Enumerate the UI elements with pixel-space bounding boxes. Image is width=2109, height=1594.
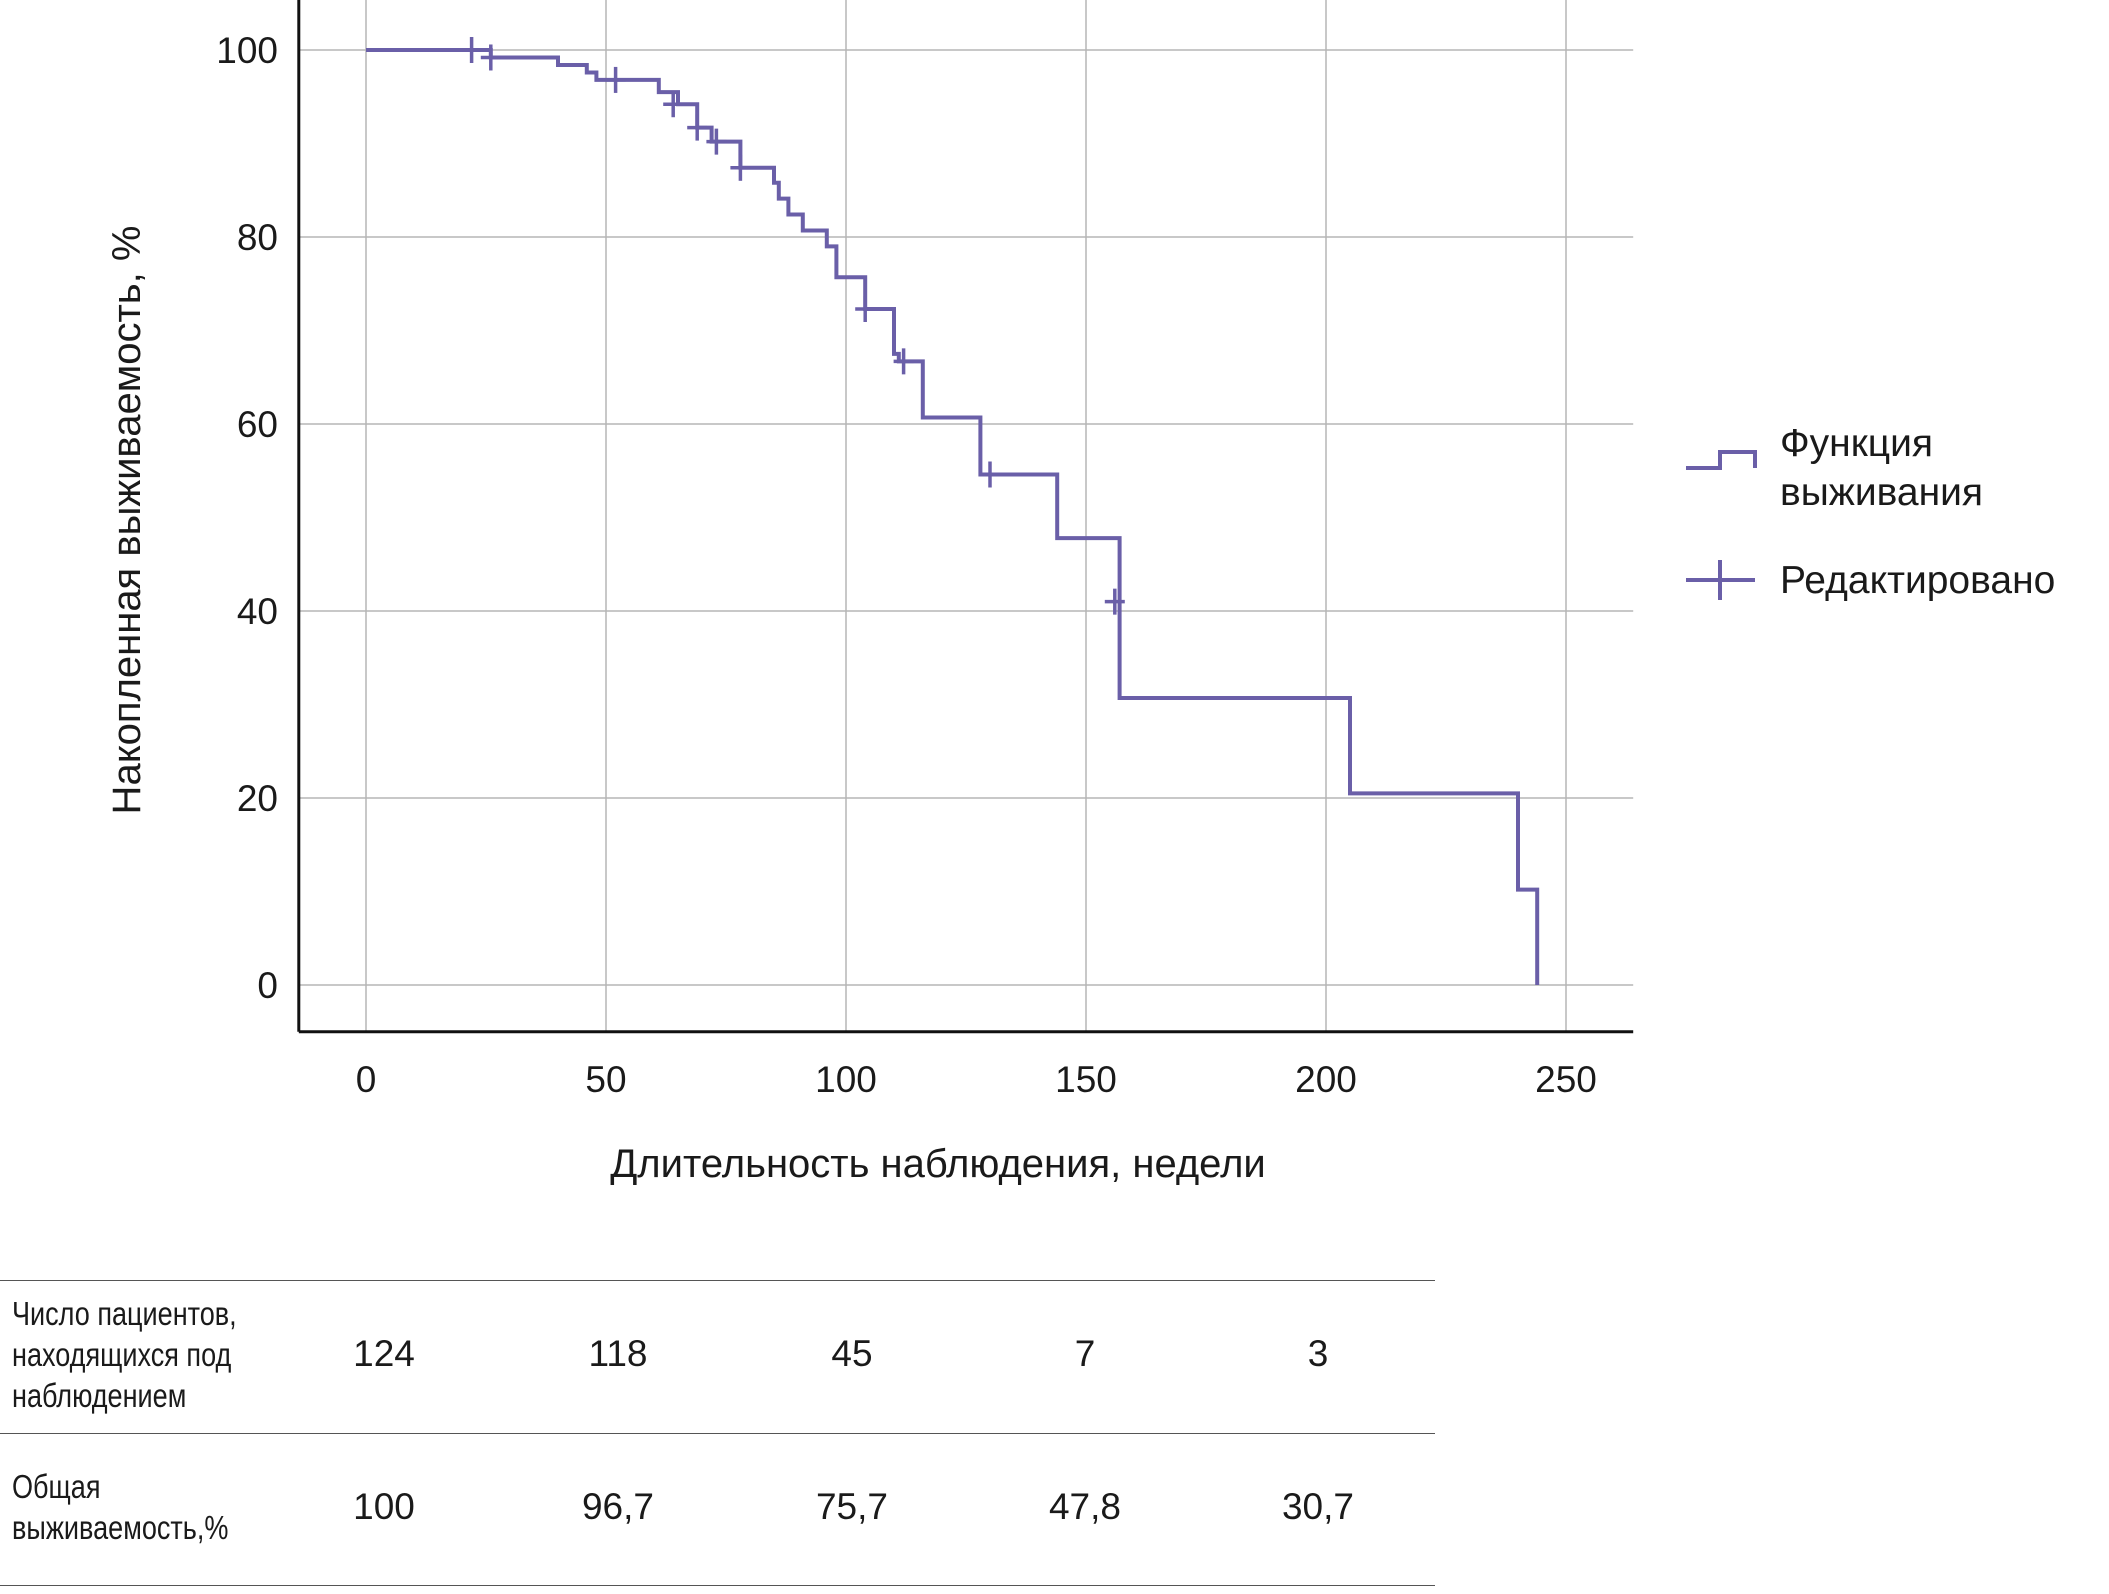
x-tick-labels: 0 50 100 150 200 250 xyxy=(356,1059,1597,1100)
cell-survival-1: 96,7 xyxy=(581,1486,654,1527)
x-tick-label-100: 100 xyxy=(815,1059,877,1100)
y-tick-label-20: 20 xyxy=(237,778,278,819)
y-axis-title: Накопленная выживаемость, % xyxy=(105,226,149,815)
legend-survival-label-line2: выживания xyxy=(1780,471,1983,514)
cell-patients-3: 7 xyxy=(1074,1333,1096,1374)
x-tick-label-0: 0 xyxy=(356,1059,377,1100)
x-tick-label-50: 50 xyxy=(585,1059,626,1100)
censor-mark-3 xyxy=(663,91,684,118)
censor-mark-0 xyxy=(461,37,482,63)
cell-survival-3: 47,8 xyxy=(1048,1486,1121,1527)
y-tick-labels: 0 20 40 60 80 100 xyxy=(216,30,278,1006)
censor-mark-9 xyxy=(980,461,1000,488)
survival-curves xyxy=(366,48,1540,985)
censor-mark-10 xyxy=(1104,588,1125,615)
survival-chart: 0 50 100 150 200 250 0 20 40 60 80 100 Длительност… xyxy=(105,0,2055,1186)
cell-patients-0: 124 xyxy=(353,1333,415,1374)
y-tick-label-40: 40 xyxy=(237,591,278,632)
x-tick-label-250: 250 xyxy=(1535,1059,1597,1100)
legend-survival-swatch xyxy=(1686,450,1757,470)
y-tick-label-100: 100 xyxy=(216,30,278,71)
cell-survival-4: 30,7 xyxy=(1281,1486,1354,1527)
censor-mark-1 xyxy=(480,44,501,71)
row-label-patients-at-risk: Число пациентов, находящихся под наблюде… xyxy=(12,1295,237,1414)
legend-censored-label: Редактировано xyxy=(1780,559,2055,602)
censor-mark-7 xyxy=(855,295,876,322)
y-tick-label-0: 0 xyxy=(257,965,278,1006)
censor-mark-2 xyxy=(605,66,626,93)
survival-step-line-0 xyxy=(366,48,1540,985)
cell-survival-0: 100 xyxy=(353,1486,415,1527)
censor-marks xyxy=(461,37,1125,615)
censor-mark-4 xyxy=(687,114,708,141)
cell-survival-2: 75,7 xyxy=(815,1486,888,1527)
x-axis-title: Длительность наблюдения, недели xyxy=(610,1142,1266,1186)
cell-patients-2: 45 xyxy=(831,1333,873,1374)
x-tick-label-200: 200 xyxy=(1295,1059,1357,1100)
y-tick-label-60: 60 xyxy=(237,404,278,445)
row-label-overall-survival: Общая выживаемость,% xyxy=(12,1468,229,1546)
table-row-overall-survival: Общая выживаемость,% 100 96,7 75,7 47,8 … xyxy=(0,1433,1435,1586)
axes xyxy=(297,0,1634,1034)
cell-patients-1: 118 xyxy=(588,1333,648,1374)
legend: Функция выживания Редактировано xyxy=(1686,422,2055,602)
risk-table: Число пациентов, находящихся под наблюде… xyxy=(0,1280,1435,1586)
x-tick-label-150: 150 xyxy=(1055,1059,1117,1100)
censor-mark-5 xyxy=(706,128,727,155)
grid-lines xyxy=(298,0,1634,1032)
legend-survival-label-line1: Функция xyxy=(1780,422,1933,465)
censor-mark-6 xyxy=(730,154,751,181)
table-row-patients-at-risk: Число пациентов, находящихся под наблюде… xyxy=(0,1280,1435,1433)
cell-patients-4: 3 xyxy=(1307,1333,1329,1374)
censor-mark-8 xyxy=(893,348,914,375)
y-tick-label-80: 80 xyxy=(237,217,278,258)
